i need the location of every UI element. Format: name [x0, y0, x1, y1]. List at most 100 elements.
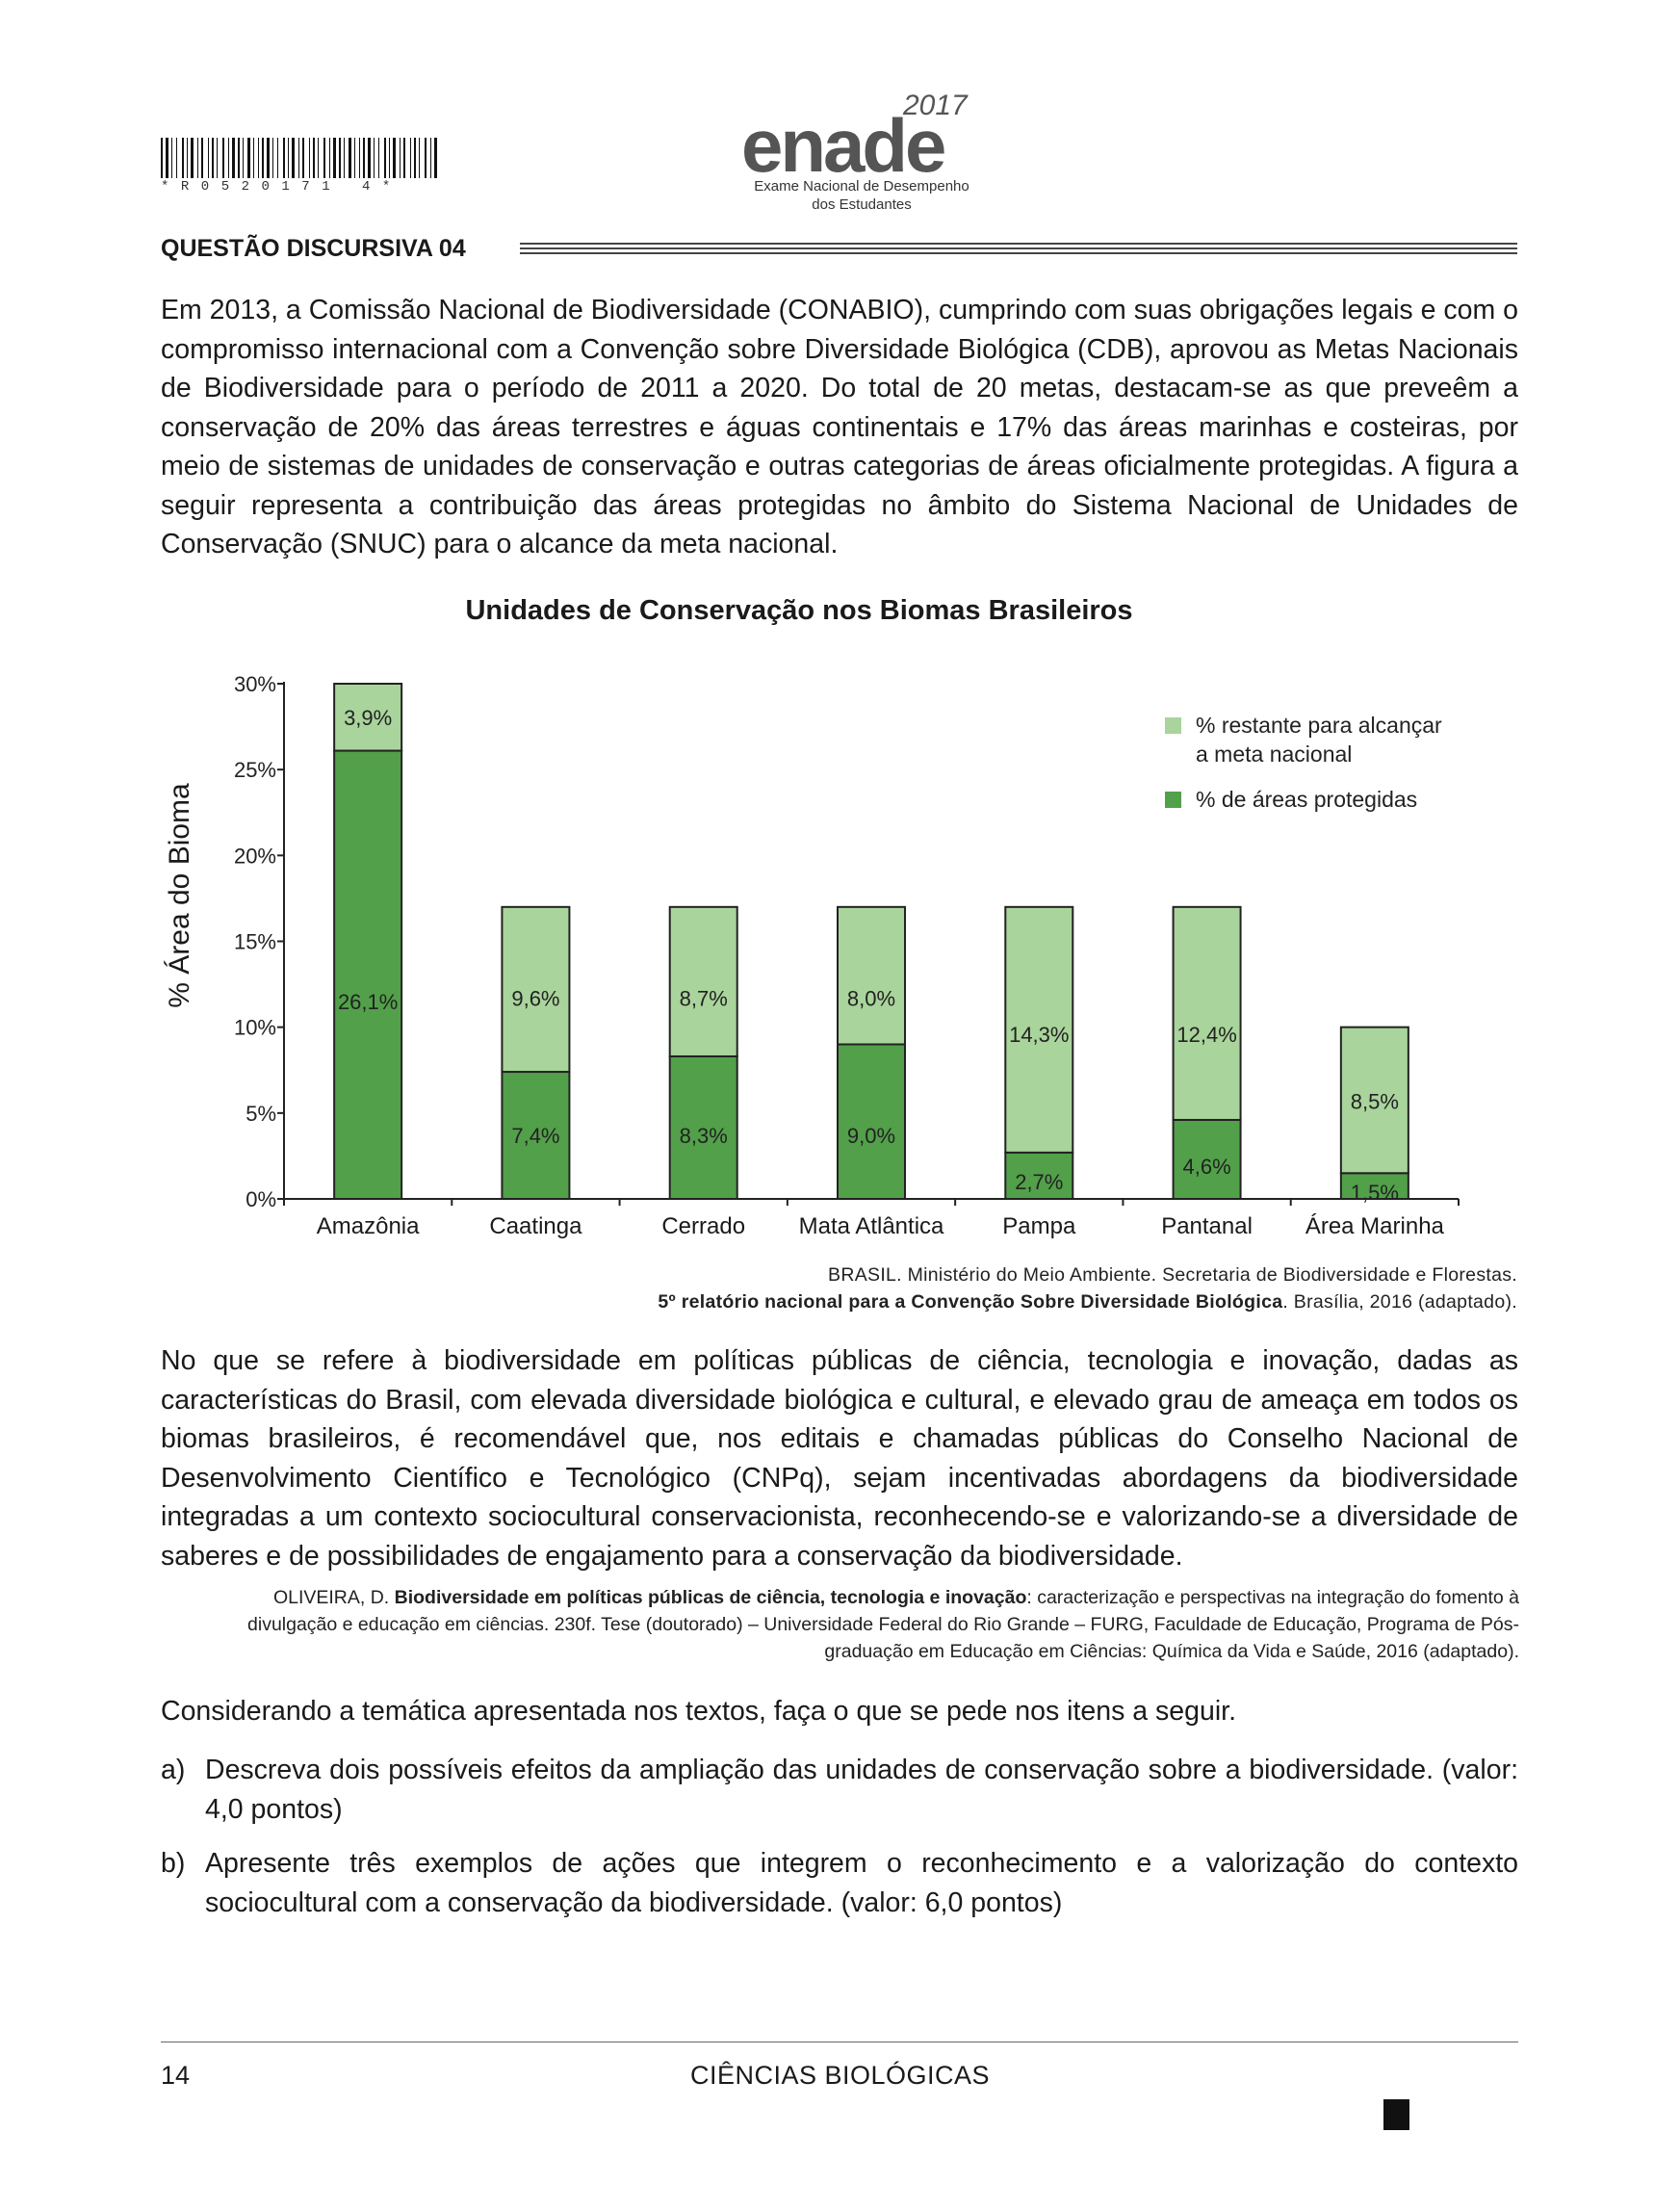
corner-registration-mark	[1383, 2099, 1409, 2130]
barcode-bar	[368, 138, 371, 178]
barcode-bar	[272, 138, 273, 178]
data-label-remaining: 14,3%	[1009, 1023, 1069, 1047]
data-label-remaining: 8,7%	[680, 986, 728, 1010]
barcode	[161, 138, 437, 178]
barcode-bar	[323, 138, 325, 178]
y-tick-label: 15%	[234, 930, 276, 954]
legend-swatch-protected	[1165, 792, 1181, 808]
barcode-bar	[363, 138, 365, 178]
barcode-bar	[243, 138, 244, 178]
data-label-protected: 1,5%	[1351, 1181, 1399, 1205]
x-category-label: Pampa	[1002, 1213, 1076, 1239]
enade-logo: enade 2017 Exame Nacional de Desempenho …	[732, 85, 992, 220]
barcode-bar	[378, 138, 379, 178]
bar-protected	[501, 1071, 571, 1200]
barcode-bar	[217, 138, 218, 178]
logo-subtitle-line2: dos Estudantes	[812, 196, 912, 213]
bar-remaining	[1339, 1026, 1409, 1175]
barcode-bar	[313, 138, 315, 178]
bar-remaining	[501, 905, 571, 1074]
barcode-bar	[354, 138, 355, 178]
barcode-bar	[298, 138, 299, 178]
chart-source-rest: . Brasília, 2016 (adaptado).	[1282, 1291, 1517, 1313]
citation-rest: : caracterização e perspectivas na integ…	[247, 1587, 1519, 1662]
bar-protected	[668, 1054, 738, 1200]
y-tick-label: 10%	[234, 1016, 276, 1040]
barcode-bar	[292, 138, 295, 178]
bar-remaining	[1004, 905, 1074, 1154]
data-label-protected: 8,3%	[680, 1124, 728, 1148]
data-label-protected: 26,1%	[338, 990, 398, 1014]
barcode-bar	[309, 138, 310, 178]
y-axis-label: % Área do Bioma	[164, 783, 195, 1008]
barcode-bar	[359, 138, 360, 178]
x-category-label: Caatinga	[489, 1213, 582, 1239]
bar-remaining	[668, 905, 738, 1057]
item-a-text: Descreva dois possíveis efeitos da ampli…	[205, 1755, 1518, 1825]
barcode-bar	[302, 138, 304, 178]
intro-paragraph: Em 2013, a Comissão Nacional de Biodiver…	[161, 295, 1518, 559]
barcode-bar	[277, 138, 278, 178]
barcode-bar	[232, 138, 235, 178]
barcode-bar	[161, 138, 163, 178]
y-tick-label: 0%	[246, 1187, 276, 1211]
paragraph-3: Considerando a temática apresentada nos …	[161, 1696, 1236, 1727]
barcode-bar	[267, 138, 270, 178]
barcode-bar	[333, 138, 336, 178]
legend-label-remaining-2: a meta nacional	[1196, 741, 1352, 767]
barcode-bar	[400, 138, 401, 178]
x-category-label: Pantanal	[1161, 1213, 1253, 1239]
barcode-bar	[187, 138, 188, 178]
barcode-bar	[258, 138, 259, 178]
data-label-remaining: 3,9%	[344, 706, 392, 730]
barcode-bar	[374, 138, 375, 178]
x-category-label: Mata Atlântica	[799, 1213, 944, 1239]
citation-title: Biodiversidade em políticas públicas de …	[394, 1587, 1027, 1608]
legend-label-remaining-1: % restante para alcançar	[1196, 713, 1442, 738]
data-label-protected: 2,7%	[1015, 1170, 1063, 1194]
barcode-bar	[403, 138, 405, 178]
barcode-bar	[201, 138, 203, 178]
item-b-label: b)	[161, 1848, 186, 1879]
y-tick-label: 30%	[234, 672, 276, 696]
barcode-bar	[344, 138, 345, 178]
barcode-bar	[384, 138, 386, 178]
bar-protected	[333, 749, 403, 1201]
barcode-bar	[253, 138, 254, 178]
x-category-label: Área Marinha	[1305, 1213, 1445, 1239]
logo-year: 2017	[903, 90, 968, 121]
bar-remaining	[333, 683, 403, 752]
barcode-bar	[262, 138, 264, 178]
barcode-bar	[410, 138, 411, 178]
data-label-remaining: 8,5%	[1351, 1089, 1399, 1113]
barcode-bar	[222, 138, 224, 178]
item-a-label: a)	[161, 1755, 186, 1785]
barcode-bar	[389, 138, 390, 178]
barcode-bar	[414, 138, 416, 178]
bar-protected	[1004, 1151, 1074, 1200]
chart-svg: % Área do Bioma 0% 5% 10% 15% 20% 25% 30% 3,9% 2…	[164, 672, 1460, 1239]
data-label-protected: 4,6%	[1182, 1155, 1230, 1179]
question-title: QUESTÃO DISCURSIVA 04	[161, 235, 466, 262]
logo-word: enade	[741, 103, 946, 188]
bar-remaining	[837, 905, 906, 1046]
y-tick-label: 20%	[234, 844, 276, 868]
barcode-bar	[191, 138, 194, 178]
barcode-bar	[283, 138, 285, 178]
data-label-protected: 9,0%	[847, 1124, 895, 1148]
barcode-bar	[430, 138, 431, 178]
page-number: 14	[161, 2061, 191, 2090]
barcode-bar	[288, 138, 289, 178]
barcode-bar	[182, 138, 184, 178]
barcode-bar	[208, 138, 209, 178]
chart-source-line1: BRASIL. Ministério do Meio Ambiente. Sec…	[828, 1264, 1517, 1286]
barcode-bar	[339, 138, 341, 178]
paragraph-2: No que se refere à biodiversidade em pol…	[161, 1345, 1518, 1572]
x-category-label: Amazônia	[317, 1213, 420, 1239]
barcode-bar	[425, 138, 426, 178]
barcode-bar	[228, 138, 229, 178]
data-label-remaining: 9,6%	[511, 986, 559, 1010]
citation-oliveira: OLIVEIRA, D. Biodiversidade em políticas…	[231, 1584, 1519, 1665]
footer-subject: CIÊNCIAS BIOLÓGICAS	[689, 2061, 991, 2090]
legend-swatch-remaining	[1165, 717, 1181, 734]
